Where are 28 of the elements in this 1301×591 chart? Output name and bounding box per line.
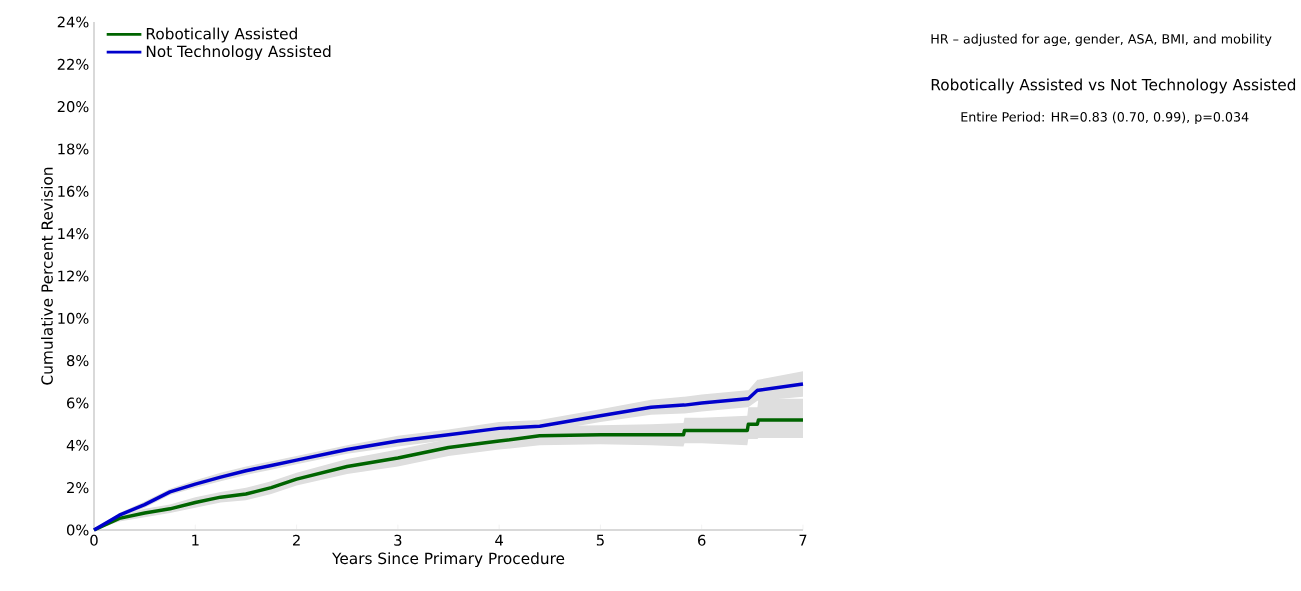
y-tick-label: 4% bbox=[66, 439, 89, 451]
x-tick-label: 5 bbox=[596, 534, 604, 546]
y-tick-label: 8% bbox=[67, 355, 89, 367]
x-tick-label: 7 bbox=[799, 534, 807, 546]
text: Entire Period: HR=0.83 (0.70, 0.99), p=0.034 bbox=[961, 111, 1249, 125]
x-tick-label: 2 bbox=[292, 534, 300, 546]
y-tick-label: 0% bbox=[67, 524, 89, 536]
y-tick-label: 24% bbox=[57, 16, 89, 28]
y-tick-label: 16% bbox=[58, 185, 89, 197]
x-axis-title: Years Since Primary Procedure bbox=[332, 552, 565, 568]
y-tick-label: 14% bbox=[58, 228, 89, 240]
legend-label: Not Technology Assisted bbox=[146, 45, 331, 61]
y-tick-label: 2% bbox=[67, 482, 89, 494]
y-tick-label: 10% bbox=[58, 312, 89, 324]
text: HR – adjusted for age, gender, ASA, BMI, and mobility bbox=[931, 33, 1272, 47]
x-tick-label: 1 bbox=[192, 534, 199, 546]
y-tick-label: 12% bbox=[58, 270, 89, 282]
legend-label: Robotically Assisted bbox=[146, 27, 297, 43]
y-tick-label: 20% bbox=[57, 101, 89, 113]
x-tick-label: 0 bbox=[90, 534, 98, 546]
text: Robotically Assisted vs Not Technology Assisted bbox=[931, 78, 1296, 94]
y-tick-label: 22% bbox=[57, 58, 89, 70]
y-tick-label: 18% bbox=[58, 143, 89, 155]
x-tick-label: 3 bbox=[394, 534, 402, 546]
x-tick-label: 4 bbox=[495, 534, 503, 546]
y-tick-label: 6% bbox=[67, 397, 89, 409]
y-axis-title: Cumulative Percent Revision bbox=[41, 167, 53, 385]
x-tick-label: 6 bbox=[698, 534, 706, 546]
